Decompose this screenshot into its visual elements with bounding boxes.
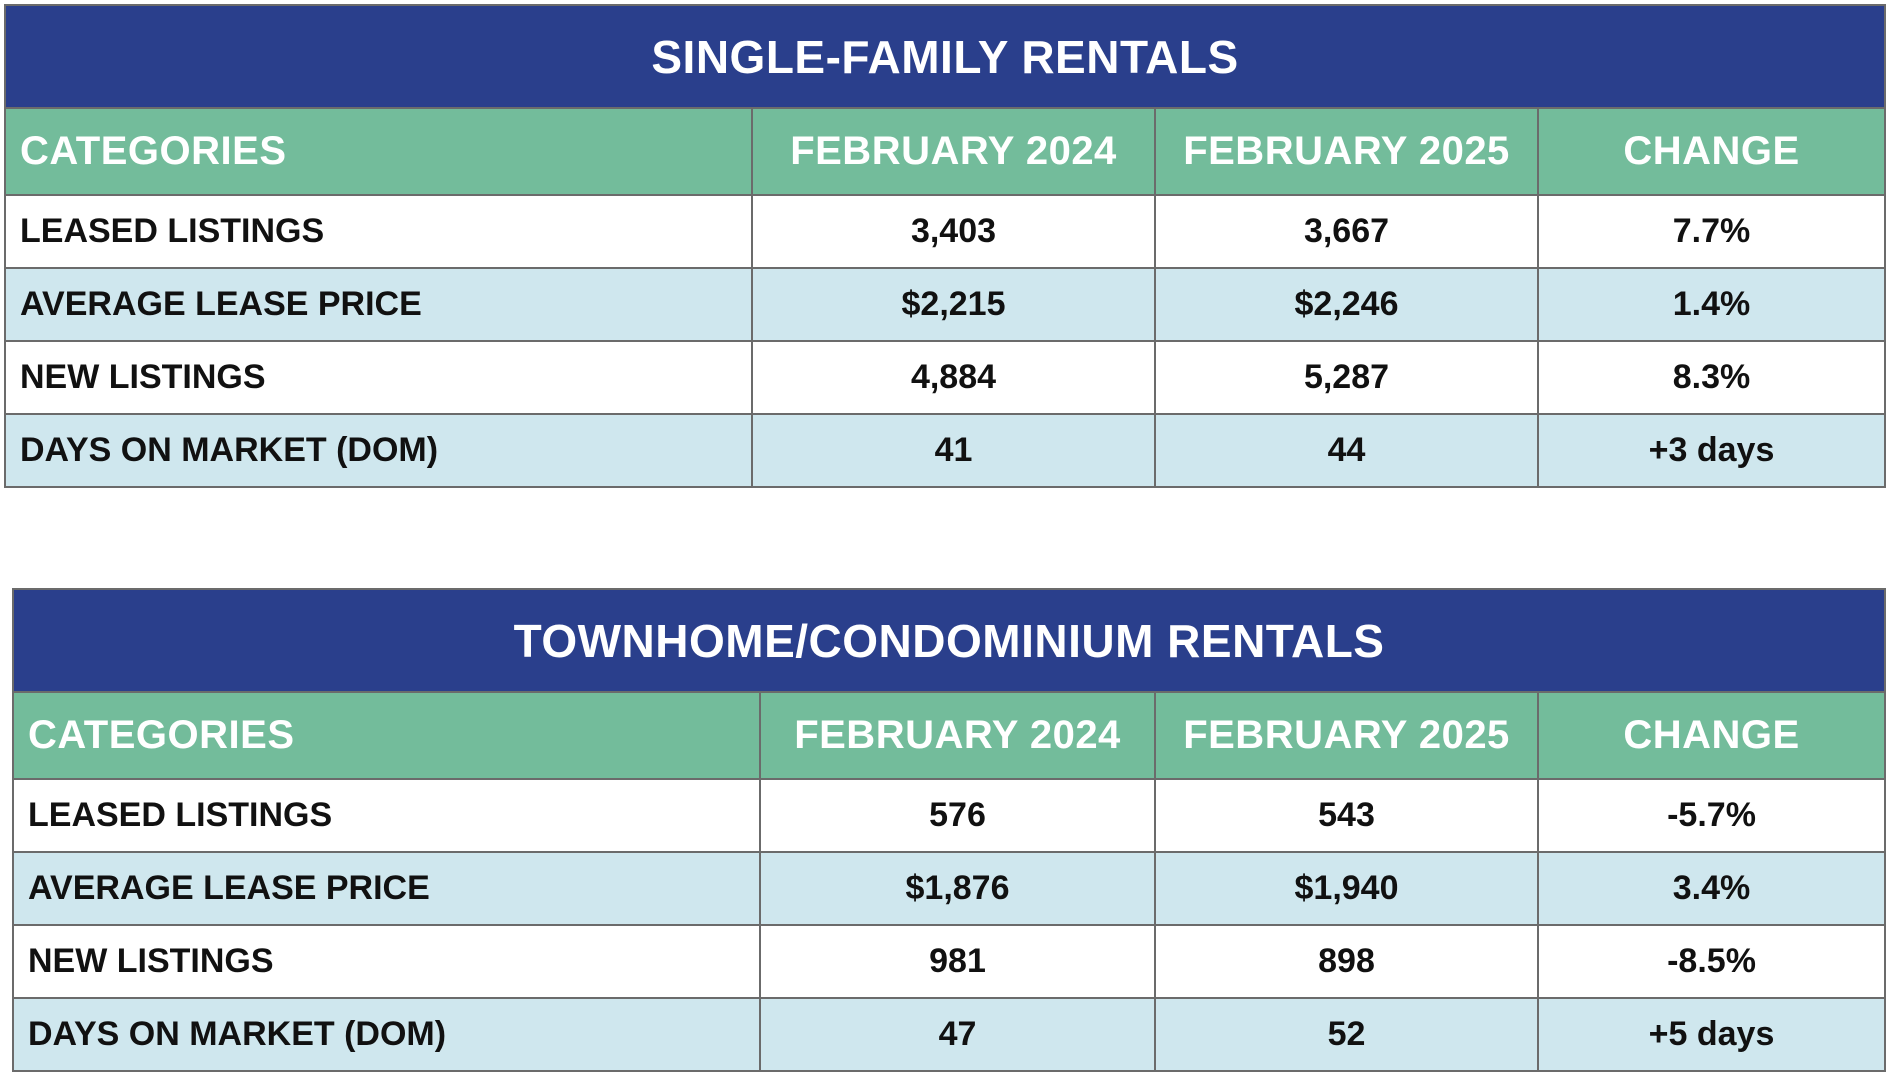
table-title: TOWNHOME/CONDOMINIUM RENTALS bbox=[11, 588, 1887, 693]
cell-change: -5.7% bbox=[1536, 778, 1887, 853]
row-category: LEASED LISTINGS bbox=[12, 778, 761, 853]
table-row: NEW LISTINGS 4,884 5,287 8.3% bbox=[4, 340, 1887, 415]
cell-feb-2025: 898 bbox=[1154, 924, 1539, 999]
cell-feb-2024: $1,876 bbox=[759, 851, 1156, 926]
column-header-change: CHANGE bbox=[1536, 107, 1887, 196]
cell-feb-2025: 44 bbox=[1154, 413, 1539, 488]
table-row: DAYS ON MARKET (DOM) 41 44 +3 days bbox=[4, 413, 1887, 488]
cell-feb-2025: $2,246 bbox=[1154, 267, 1539, 342]
cell-change: 1.4% bbox=[1536, 267, 1887, 342]
table-row: AVERAGE LEASE PRICE $2,215 $2,246 1.4% bbox=[4, 267, 1887, 342]
row-category: DAYS ON MARKET (DOM) bbox=[4, 413, 753, 488]
cell-feb-2024: 47 bbox=[759, 997, 1156, 1072]
column-header-feb-2024: FEBRUARY 2024 bbox=[751, 107, 1156, 196]
row-category: NEW LISTINGS bbox=[4, 340, 753, 415]
cell-feb-2025: $1,940 bbox=[1154, 851, 1539, 926]
row-category: LEASED LISTINGS bbox=[4, 194, 753, 269]
cell-feb-2024: 576 bbox=[759, 778, 1156, 853]
cell-feb-2024: 4,884 bbox=[751, 340, 1156, 415]
cell-feb-2025: 3,667 bbox=[1154, 194, 1539, 269]
column-header-change: CHANGE bbox=[1536, 691, 1887, 780]
single-family-rentals-table: SINGLE-FAMILY RENTALS CATEGORIES FEBRUAR… bbox=[3, 4, 1887, 488]
table-row: LEASED LISTINGS 576 543 -5.7% bbox=[12, 778, 1887, 853]
column-header-feb-2025: FEBRUARY 2025 bbox=[1154, 691, 1539, 780]
cell-feb-2025: 5,287 bbox=[1154, 340, 1539, 415]
cell-feb-2024: 981 bbox=[759, 924, 1156, 999]
column-header-categories: CATEGORIES bbox=[12, 691, 761, 780]
cell-feb-2024: $2,215 bbox=[751, 267, 1156, 342]
cell-change: 3.4% bbox=[1536, 851, 1887, 926]
table-row: NEW LISTINGS 981 898 -8.5% bbox=[12, 924, 1887, 999]
cell-feb-2024: 41 bbox=[751, 413, 1156, 488]
townhome-condominium-rentals-table: TOWNHOME/CONDOMINIUM RENTALS CATEGORIES … bbox=[11, 588, 1887, 1072]
cell-change: 8.3% bbox=[1536, 340, 1887, 415]
cell-feb-2025: 543 bbox=[1154, 778, 1539, 853]
row-category: NEW LISTINGS bbox=[12, 924, 761, 999]
cell-feb-2025: 52 bbox=[1154, 997, 1539, 1072]
row-category: AVERAGE LEASE PRICE bbox=[12, 851, 761, 926]
cell-feb-2024: 3,403 bbox=[751, 194, 1156, 269]
table-row: DAYS ON MARKET (DOM) 47 52 +5 days bbox=[12, 997, 1887, 1072]
cell-change: +5 days bbox=[1536, 997, 1887, 1072]
cell-change: 7.7% bbox=[1536, 194, 1887, 269]
cell-change: +3 days bbox=[1536, 413, 1887, 488]
row-category: DAYS ON MARKET (DOM) bbox=[12, 997, 761, 1072]
column-header-feb-2024: FEBRUARY 2024 bbox=[759, 691, 1156, 780]
column-header-categories: CATEGORIES bbox=[4, 107, 753, 196]
row-category: AVERAGE LEASE PRICE bbox=[4, 267, 753, 342]
table-title: SINGLE-FAMILY RENTALS bbox=[3, 4, 1887, 109]
column-header-feb-2025: FEBRUARY 2025 bbox=[1154, 107, 1539, 196]
cell-change: -8.5% bbox=[1536, 924, 1887, 999]
table-row: LEASED LISTINGS 3,403 3,667 7.7% bbox=[4, 194, 1887, 269]
table-row: AVERAGE LEASE PRICE $1,876 $1,940 3.4% bbox=[12, 851, 1887, 926]
